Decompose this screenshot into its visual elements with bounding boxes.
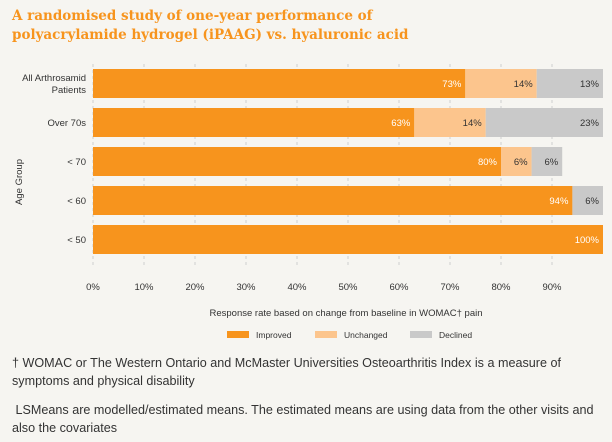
data-label: 14% [514,79,534,90]
bar-segment-declined [531,147,563,176]
x-tick-label: 0% [86,282,100,293]
data-label: 63% [391,118,411,129]
bar-segment-declined [485,108,603,137]
chart-title-line-1: A randomised study of one-year performan… [12,8,373,24]
bar-segment-unchanged [465,69,537,98]
footnote-lsmeans: LSMeans are modelled/estimated means. Th… [12,403,597,435]
bar-segment-unchanged [501,147,532,176]
bar-segment-improved [93,69,466,98]
footnote-womac: † WOMAC or The Western Ontario and McMas… [12,356,561,388]
legend-swatch-improved [227,331,249,338]
category-label: All Arthrosamid Patients [22,73,86,96]
x-tick-label: 60% [389,282,409,293]
chart-title: A randomised study of one-year performan… [12,7,602,45]
data-label: 100% [575,235,600,246]
bar-segment-improved [93,108,415,137]
x-tick-label: 90% [542,282,562,293]
x-tick-label: 20% [185,282,205,293]
bar-segment-declined [536,69,603,98]
x-tick-label: 10% [134,282,154,293]
x-axis-title: Response rate based on change from basel… [209,308,482,319]
x-tick-label: 70% [440,282,460,293]
data-label: 13% [580,79,600,90]
bar-segment-improved [93,186,573,215]
category-label: < 70 [67,157,86,168]
data-label: 14% [463,118,483,129]
y-axis-title: Age Group [14,159,25,205]
data-label: 80% [478,157,498,168]
bar-segment-declined [572,186,603,215]
legend-label-improved: Improved [256,330,292,340]
x-tick-label: 30% [236,282,256,293]
category-label: < 50 [67,235,86,246]
x-tick-label: 50% [338,282,358,293]
data-label: 94% [549,196,569,207]
category-label: < 60 [67,196,86,207]
stacked-bar-chart: 73% 14% 13% All Arthrosamid Patients 63% 14% 23… [14,64,603,340]
category-label: Over 70s [47,118,86,129]
data-label: 6% [585,196,599,207]
data-label: 6% [544,157,558,168]
data-label: 6% [514,157,528,168]
data-label: 73% [442,79,462,90]
data-label: 23% [580,118,600,129]
legend-swatch-unchanged [315,331,337,338]
chart-title-line-2: polyacrylamide hydrogel (iPAAG) vs. hyal… [12,27,409,43]
legend-swatch-declined [410,331,432,338]
x-tick-label: 40% [287,282,307,293]
bar-segment-improved [93,147,501,176]
legend-label-unchanged: Unchanged [344,330,388,340]
bar-segment-improved [93,225,603,254]
x-tick-label: 80% [491,282,511,293]
bar-segment-unchanged [414,108,486,137]
legend-label-declined: Declined [439,330,472,340]
